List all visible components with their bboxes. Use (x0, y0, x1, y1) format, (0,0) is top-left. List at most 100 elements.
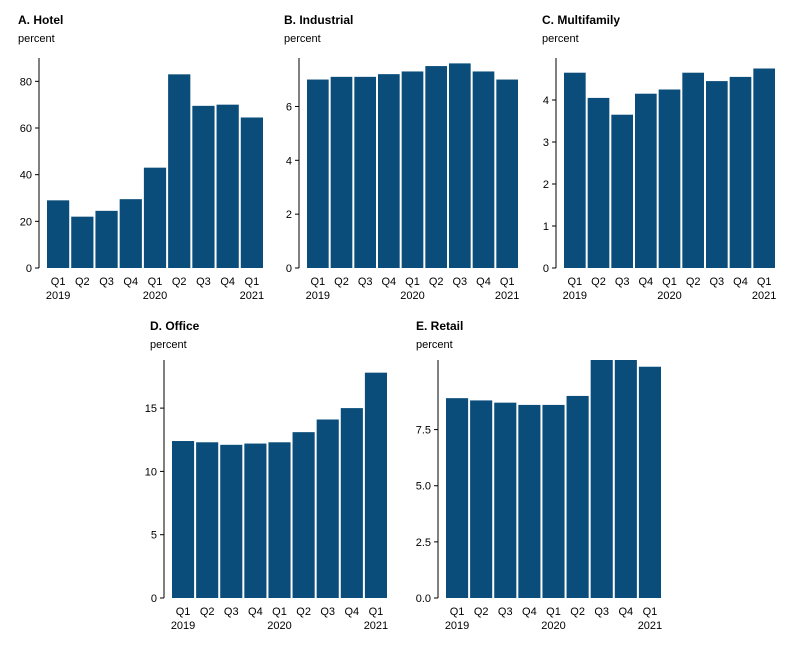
panel-title: E. Retail (416, 319, 463, 333)
y-tick-label: 2.5 (416, 537, 431, 549)
bar (378, 74, 400, 269)
bar (47, 200, 70, 268)
x-year-label: 2021 (495, 290, 519, 302)
bar (307, 79, 329, 269)
bar (95, 210, 118, 268)
bar (172, 441, 195, 598)
bar (470, 400, 493, 598)
x-tick-label: Q4 (618, 606, 633, 618)
panel-retail: E. Retail percent 0.0 2.5 5.0 7.5 Q1 Q2 Q3 Q4 Q1… (416, 319, 662, 632)
x-tick-label: Q4 (248, 606, 263, 618)
panel-unit: percent (542, 33, 579, 45)
bar (216, 104, 239, 269)
x-tick-label: Q2 (429, 276, 444, 288)
x-tick-label: Q3 (196, 276, 211, 288)
y-tick-label: 5 (151, 530, 157, 542)
x-tick-label: Q1 (245, 276, 260, 288)
x-tick-label: Q3 (358, 276, 373, 288)
y-tick-label: 3 (543, 137, 549, 149)
bar (566, 395, 589, 598)
panel-unit: percent (18, 33, 55, 45)
bar (240, 117, 263, 268)
bar (682, 72, 704, 268)
panel-industrial: B. Industrial percent 0 2 4 6 Q1 Q2 Q3 Q4 Q1 Q2 Q3… (284, 13, 519, 302)
y-tick-label: 2 (543, 179, 549, 191)
x-tick-label: Q1 (567, 276, 582, 288)
bar (425, 66, 447, 268)
bar (729, 76, 752, 269)
x-tick-label: Q3 (615, 276, 630, 288)
bar (587, 97, 610, 269)
x-year-label: 2019 (46, 290, 70, 302)
y-tick-label: 80 (20, 76, 32, 88)
x-year-label: 2019 (445, 620, 469, 632)
bar (354, 76, 376, 268)
bar (449, 63, 471, 269)
bar (268, 442, 291, 598)
panel-title: C. Multifamily (542, 13, 620, 27)
y-tick-label: 0 (151, 593, 157, 605)
x-tick-label: Q1 (757, 276, 772, 288)
bar (496, 79, 518, 269)
bar (316, 419, 339, 598)
y-tick-label: 20 (20, 216, 32, 228)
y-tick-label: 4 (543, 95, 549, 107)
x-tick-label: Q4 (220, 276, 235, 288)
bar (611, 114, 633, 268)
bar (143, 167, 167, 268)
x-year-label: 2021 (364, 620, 388, 632)
bar (292, 432, 315, 598)
bar (119, 199, 142, 268)
x-year-label: 2019 (563, 290, 587, 302)
plot-multifamily: 0 1 2 3 4 Q1 Q2 Q3 Q4 Q1 Q2 Q3 Q4 Q1 2019 2020 2021 (543, 58, 776, 302)
x-year-label: 2019 (306, 290, 330, 302)
bar (635, 93, 657, 268)
x-tick-label: Q3 (709, 276, 724, 288)
plot-retail: 0.0 2.5 5.0 7.5 Q1 Q2 Q3 Q4 Q1 Q2 Q3 Q4 Q1 2019 2020 20… (416, 360, 662, 632)
plot-office: 0 5 10 15 Q1 Q2 Q3 Q4 Q1 Q2 Q3 Q4 Q1 2019 2020 2021 (145, 360, 388, 632)
y-tick-label: 2 (286, 209, 292, 221)
bar (71, 216, 94, 268)
y-tick-label: 60 (20, 123, 32, 135)
x-tick-label: Q2 (296, 606, 311, 618)
y-tick-label: 0 (286, 263, 292, 275)
bar (340, 408, 363, 598)
bar (638, 366, 661, 598)
x-year-label: 2021 (752, 290, 776, 302)
bar (518, 404, 541, 598)
x-tick-label: Q3 (99, 276, 114, 288)
x-tick-label: Q2 (200, 606, 215, 618)
x-tick-label: Q1 (546, 606, 561, 618)
x-tick-label: Q2 (474, 606, 489, 618)
x-tick-label: Q1 (662, 276, 677, 288)
x-tick-label: Q1 (272, 606, 287, 618)
bar (330, 76, 353, 268)
bar (658, 89, 681, 268)
x-tick-label: Q1 (310, 276, 325, 288)
x-tick-label: Q1 (450, 606, 465, 618)
x-tick-label: Q3 (452, 276, 467, 288)
x-tick-label: Q3 (320, 606, 335, 618)
y-tick-label: 1 (543, 221, 549, 233)
x-tick-label: Q3 (498, 606, 513, 618)
y-tick-label: 0 (543, 263, 549, 275)
y-tick-label: 0.0 (416, 593, 431, 605)
panel-office: D. Office percent 0 5 10 15 Q1 Q2 Q3 Q4 Q1 Q2 Q3 Q4… (145, 319, 388, 632)
y-tick-label: 15 (145, 403, 157, 415)
bar (220, 444, 243, 598)
panel-multifamily: C. Multifamily percent 0 1 2 3 4 Q1 Q2 Q3 Q4 Q1 Q2… (542, 13, 776, 302)
bar (494, 402, 517, 598)
x-tick-label: Q4 (733, 276, 748, 288)
bar (446, 398, 469, 598)
bar (192, 105, 215, 268)
panel-hotel: A. Hotel percent 0 20 40 60 80 Q1 Q2 Q3 Q4 Q1 Q2 Q3… (18, 13, 264, 302)
bar (244, 443, 267, 598)
x-tick-label: Q4 (476, 276, 491, 288)
bar (472, 71, 495, 268)
panel-title: B. Industrial (284, 13, 353, 27)
y-tick-label: 6 (286, 101, 292, 113)
y-tick-label: 5.0 (416, 481, 431, 493)
panel-unit: percent (284, 33, 321, 45)
